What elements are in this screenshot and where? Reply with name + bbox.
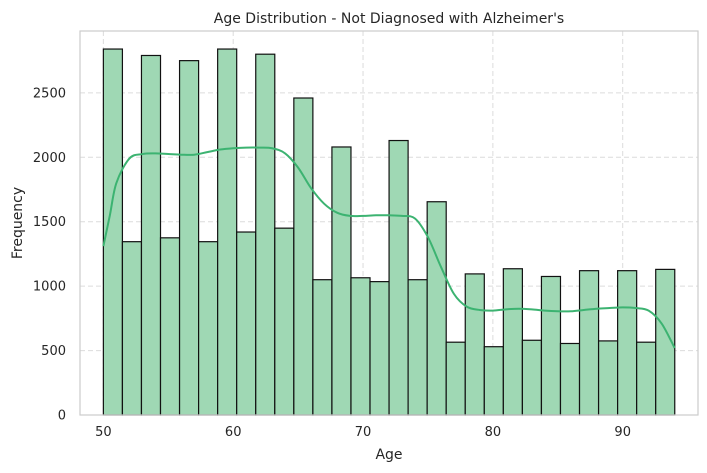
histogram-bar xyxy=(578,270,600,416)
histogram-bar xyxy=(464,273,485,416)
y-axis-label: Frequency xyxy=(10,187,26,259)
y-tick-label: 500 xyxy=(41,344,66,359)
histogram-bar xyxy=(369,281,390,416)
x-tick-label: 90 xyxy=(614,425,631,440)
histogram-bar xyxy=(388,139,409,416)
x-axis-label: Age xyxy=(375,447,402,463)
histogram-bars xyxy=(102,48,676,416)
x-tick-label: 80 xyxy=(485,425,502,440)
histogram-bar xyxy=(312,279,333,416)
histogram-bar xyxy=(217,48,238,416)
y-tick-label: 2000 xyxy=(33,151,66,166)
histogram-bar xyxy=(617,270,638,416)
kde-curve xyxy=(102,146,676,349)
y-axis-ticks: 0 500 1000 1500 2000 2500 xyxy=(33,86,66,423)
histogram-bar xyxy=(236,231,257,416)
histogram-bar xyxy=(521,339,543,416)
histogram-bar xyxy=(407,279,428,416)
x-tick-label: 70 xyxy=(355,425,372,440)
histogram-bar xyxy=(293,97,314,416)
x-tick-label: 60 xyxy=(225,425,242,440)
histogram-bar xyxy=(597,340,619,416)
histogram-bar xyxy=(636,341,657,416)
histogram-bar xyxy=(198,241,219,416)
histogram-bar xyxy=(274,227,295,416)
histogram-bar xyxy=(559,342,581,416)
chart-title: Age Distribution - Not Diagnosed with Al… xyxy=(214,11,564,27)
histogram-bar xyxy=(350,277,371,416)
y-tick-label: 2500 xyxy=(33,86,66,101)
x-axis-ticks: 50 60 70 80 90 xyxy=(95,425,631,440)
histogram-bar xyxy=(140,54,162,416)
histogram-bar xyxy=(445,341,466,416)
histogram-bar xyxy=(178,60,200,416)
x-tick-label: 50 xyxy=(95,425,112,440)
histogram-bar xyxy=(540,275,562,416)
histogram-bar xyxy=(331,146,352,416)
histogram-bar xyxy=(426,201,447,416)
histogram-bar xyxy=(483,346,504,416)
y-tick-label: 0 xyxy=(58,409,66,424)
plot-frame xyxy=(79,30,699,416)
y-tick-label: 1000 xyxy=(33,280,66,295)
histogram-bar xyxy=(255,53,276,416)
y-tick-label: 1500 xyxy=(33,215,66,230)
histogram-bar xyxy=(502,268,523,416)
histogram-bar xyxy=(121,241,143,416)
histogram-bar xyxy=(159,237,181,416)
